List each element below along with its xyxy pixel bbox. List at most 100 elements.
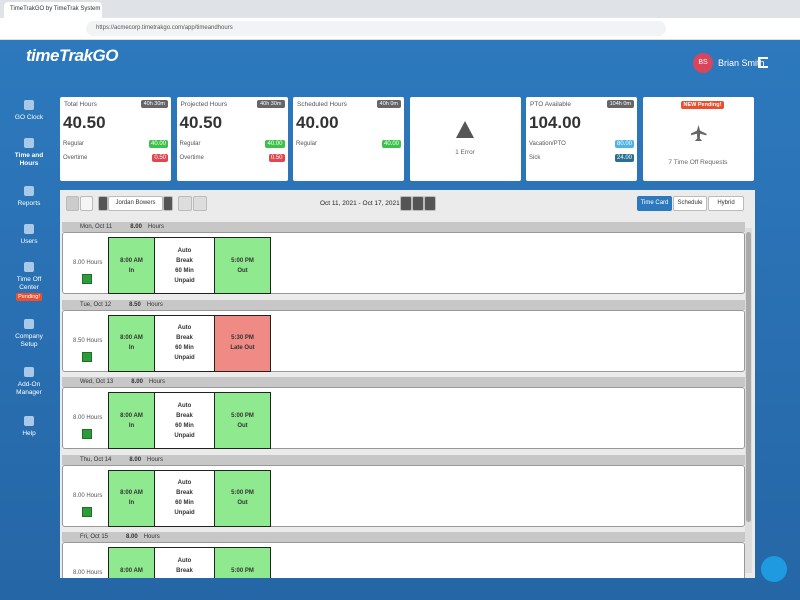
punch-in[interactable]: 8:00 AM In [108,237,155,294]
view-tab[interactable]: Time Card [637,196,672,211]
add-punch-button[interactable] [82,429,92,439]
punch-label: Out [237,267,248,274]
sidebar-icon[interactable] [24,224,34,234]
browser-tab[interactable]: TimeTrakGO by TimeTrak System [4,2,102,18]
punch-time: 8:00 AM [120,335,143,341]
sidebar-label[interactable]: Time and Hours [14,152,44,167]
sidebar-item[interactable]: Time Off Center Pending! [0,276,58,301]
sidebar-item[interactable]: Users [0,238,58,246]
add-punch-button[interactable] [82,351,92,362]
sidebar-icon[interactable] [24,100,34,110]
punch-out[interactable]: 5:00 PM Out [214,392,271,449]
day-date: Fri, Oct 15 [80,534,109,540]
add-punch-button[interactable] [82,506,92,517]
scroll-thumb[interactable] [746,232,751,522]
logo[interactable]: timeTrakGO [26,46,119,65]
punch-in[interactable]: 8:00 AM In [108,392,155,449]
user-name[interactable]: Brian Smith [718,58,765,68]
stat-card[interactable]: Total Hours 40h 30m 40.50 Regular 40.00 Overt… [60,97,171,181]
stat-card[interactable]: PTO Available 104h 0m 104.00 Vacation/PTO 80… [526,97,637,181]
day-header[interactable]: Mon, Oct 11 8.00 Hours [62,222,745,232]
sidebar-item[interactable]: Add-On Manager [0,381,58,397]
day-header[interactable]: Fri, Oct 15 8.00 Hours [62,532,745,542]
view-tab[interactable]: Schedule [673,196,707,211]
url-field[interactable]: https://acmecorp.timetrakgo.com/app/time… [86,21,666,36]
sidebar-icon[interactable] [24,416,34,426]
add-punch-button[interactable] [82,274,92,284]
error-text: 1 Error [455,149,475,156]
sidebar-label[interactable]: GO Clock [14,114,44,121]
undo-button[interactable] [193,196,207,211]
card-title: Total Hours [64,101,97,108]
row-value: 80.00 [614,140,634,148]
punch-time: 8:00 AM [120,490,143,496]
day-unit: Hours [143,534,160,540]
sidebar-item[interactable]: Reports [0,200,58,208]
day-date: Mon, Oct 11 [80,224,113,230]
punch-out[interactable]: 5:30 PM Late Out [214,314,271,372]
stat-card[interactable]: Scheduled Hours 40h 0m 40.00 Regular 40.00 [293,97,404,181]
sidebar-label[interactable]: Help [22,430,36,437]
group-view-button[interactable] [80,196,93,211]
punch-out[interactable]: 5:00 PM Out [214,237,271,294]
sidebar-item[interactable]: GO Clock [0,114,58,122]
punch-in[interactable]: 8:00 AM In [108,469,155,527]
sidebar-icon[interactable] [24,367,34,377]
employee-select[interactable]: Jordan Bowers [108,196,163,211]
day-header[interactable]: Wed, Oct 13 8.00 Hours [62,377,745,387]
punch-out[interactable]: 5:00 PM Out [214,547,271,578]
sidebar-item[interactable]: Company Setup [0,333,58,349]
sidebar-label[interactable]: Company Setup [15,333,43,348]
delete-button[interactable] [178,196,192,211]
day-header[interactable]: Tue, Oct 12 8.50 Hours [62,299,745,310]
day-row: 8.50 Hours 8:00 AM In Auto Break 60 Min Unpaid… [62,309,745,372]
sidebar-icon[interactable] [24,262,34,272]
card-title: Scheduled Hours [297,101,347,108]
day-header[interactable]: Thu, Oct 14 8.00 Hours [62,454,745,465]
logout-icon[interactable] [758,57,768,68]
break-line: 60 Min [175,267,194,274]
sidebar-item[interactable]: Help [0,430,58,438]
chat-button[interactable] [761,556,787,582]
sidebar-label[interactable]: Add-On Manager [16,381,42,396]
day-unit: Hours [147,224,164,230]
sidebar-label[interactable]: Time Off Center [16,276,42,291]
break-line: 60 Min [175,345,194,351]
day-row: 8.00 Hours 8:00 AM In Auto Break 60 Min Unpaid… [62,464,745,527]
punch-in[interactable]: 8:00 AM In [108,547,155,578]
next-employee[interactable] [163,196,173,211]
view-tab[interactable]: Hybrid [708,196,744,211]
day-total: 8.00 Hours [73,492,103,499]
next-week[interactable] [424,196,436,211]
avatar[interactable]: BS [693,53,713,73]
punch-in[interactable]: 8:00 AM In [108,314,155,372]
sidebar-label[interactable]: Reports [17,200,41,207]
sidebar-icon[interactable] [24,138,34,148]
punch-out[interactable]: 5:00 PM Out [214,469,271,527]
calendar[interactable] [412,196,424,211]
break-line: Break [176,490,193,496]
prev-employee[interactable] [98,196,108,211]
break-line: Unpaid [174,432,195,439]
prev-week[interactable] [400,196,412,211]
error-card[interactable]: 1 Error [409,97,521,181]
row-value: 0.50 [152,154,168,162]
single-view-button[interactable] [66,196,79,211]
sidebar-icon[interactable] [24,186,34,196]
card-badge: 40h 0m [376,100,401,108]
sidebar-icon[interactable] [24,319,34,329]
sidebar-item[interactable]: Time and Hours [0,152,58,168]
punch-label: In [128,500,135,506]
punch-time: 8:00 AM [120,257,143,264]
punch-time: 5:00 PM [231,567,254,574]
punch-time: 8:00 AM [120,567,143,574]
pending-card[interactable]: NEW Pending! 7 Time Off Requests [642,97,754,181]
sidebar-label[interactable]: Users [20,238,38,245]
stat-card[interactable]: Projected Hours 40h 30m 40.50 Regular 40.00 O… [176,97,288,181]
